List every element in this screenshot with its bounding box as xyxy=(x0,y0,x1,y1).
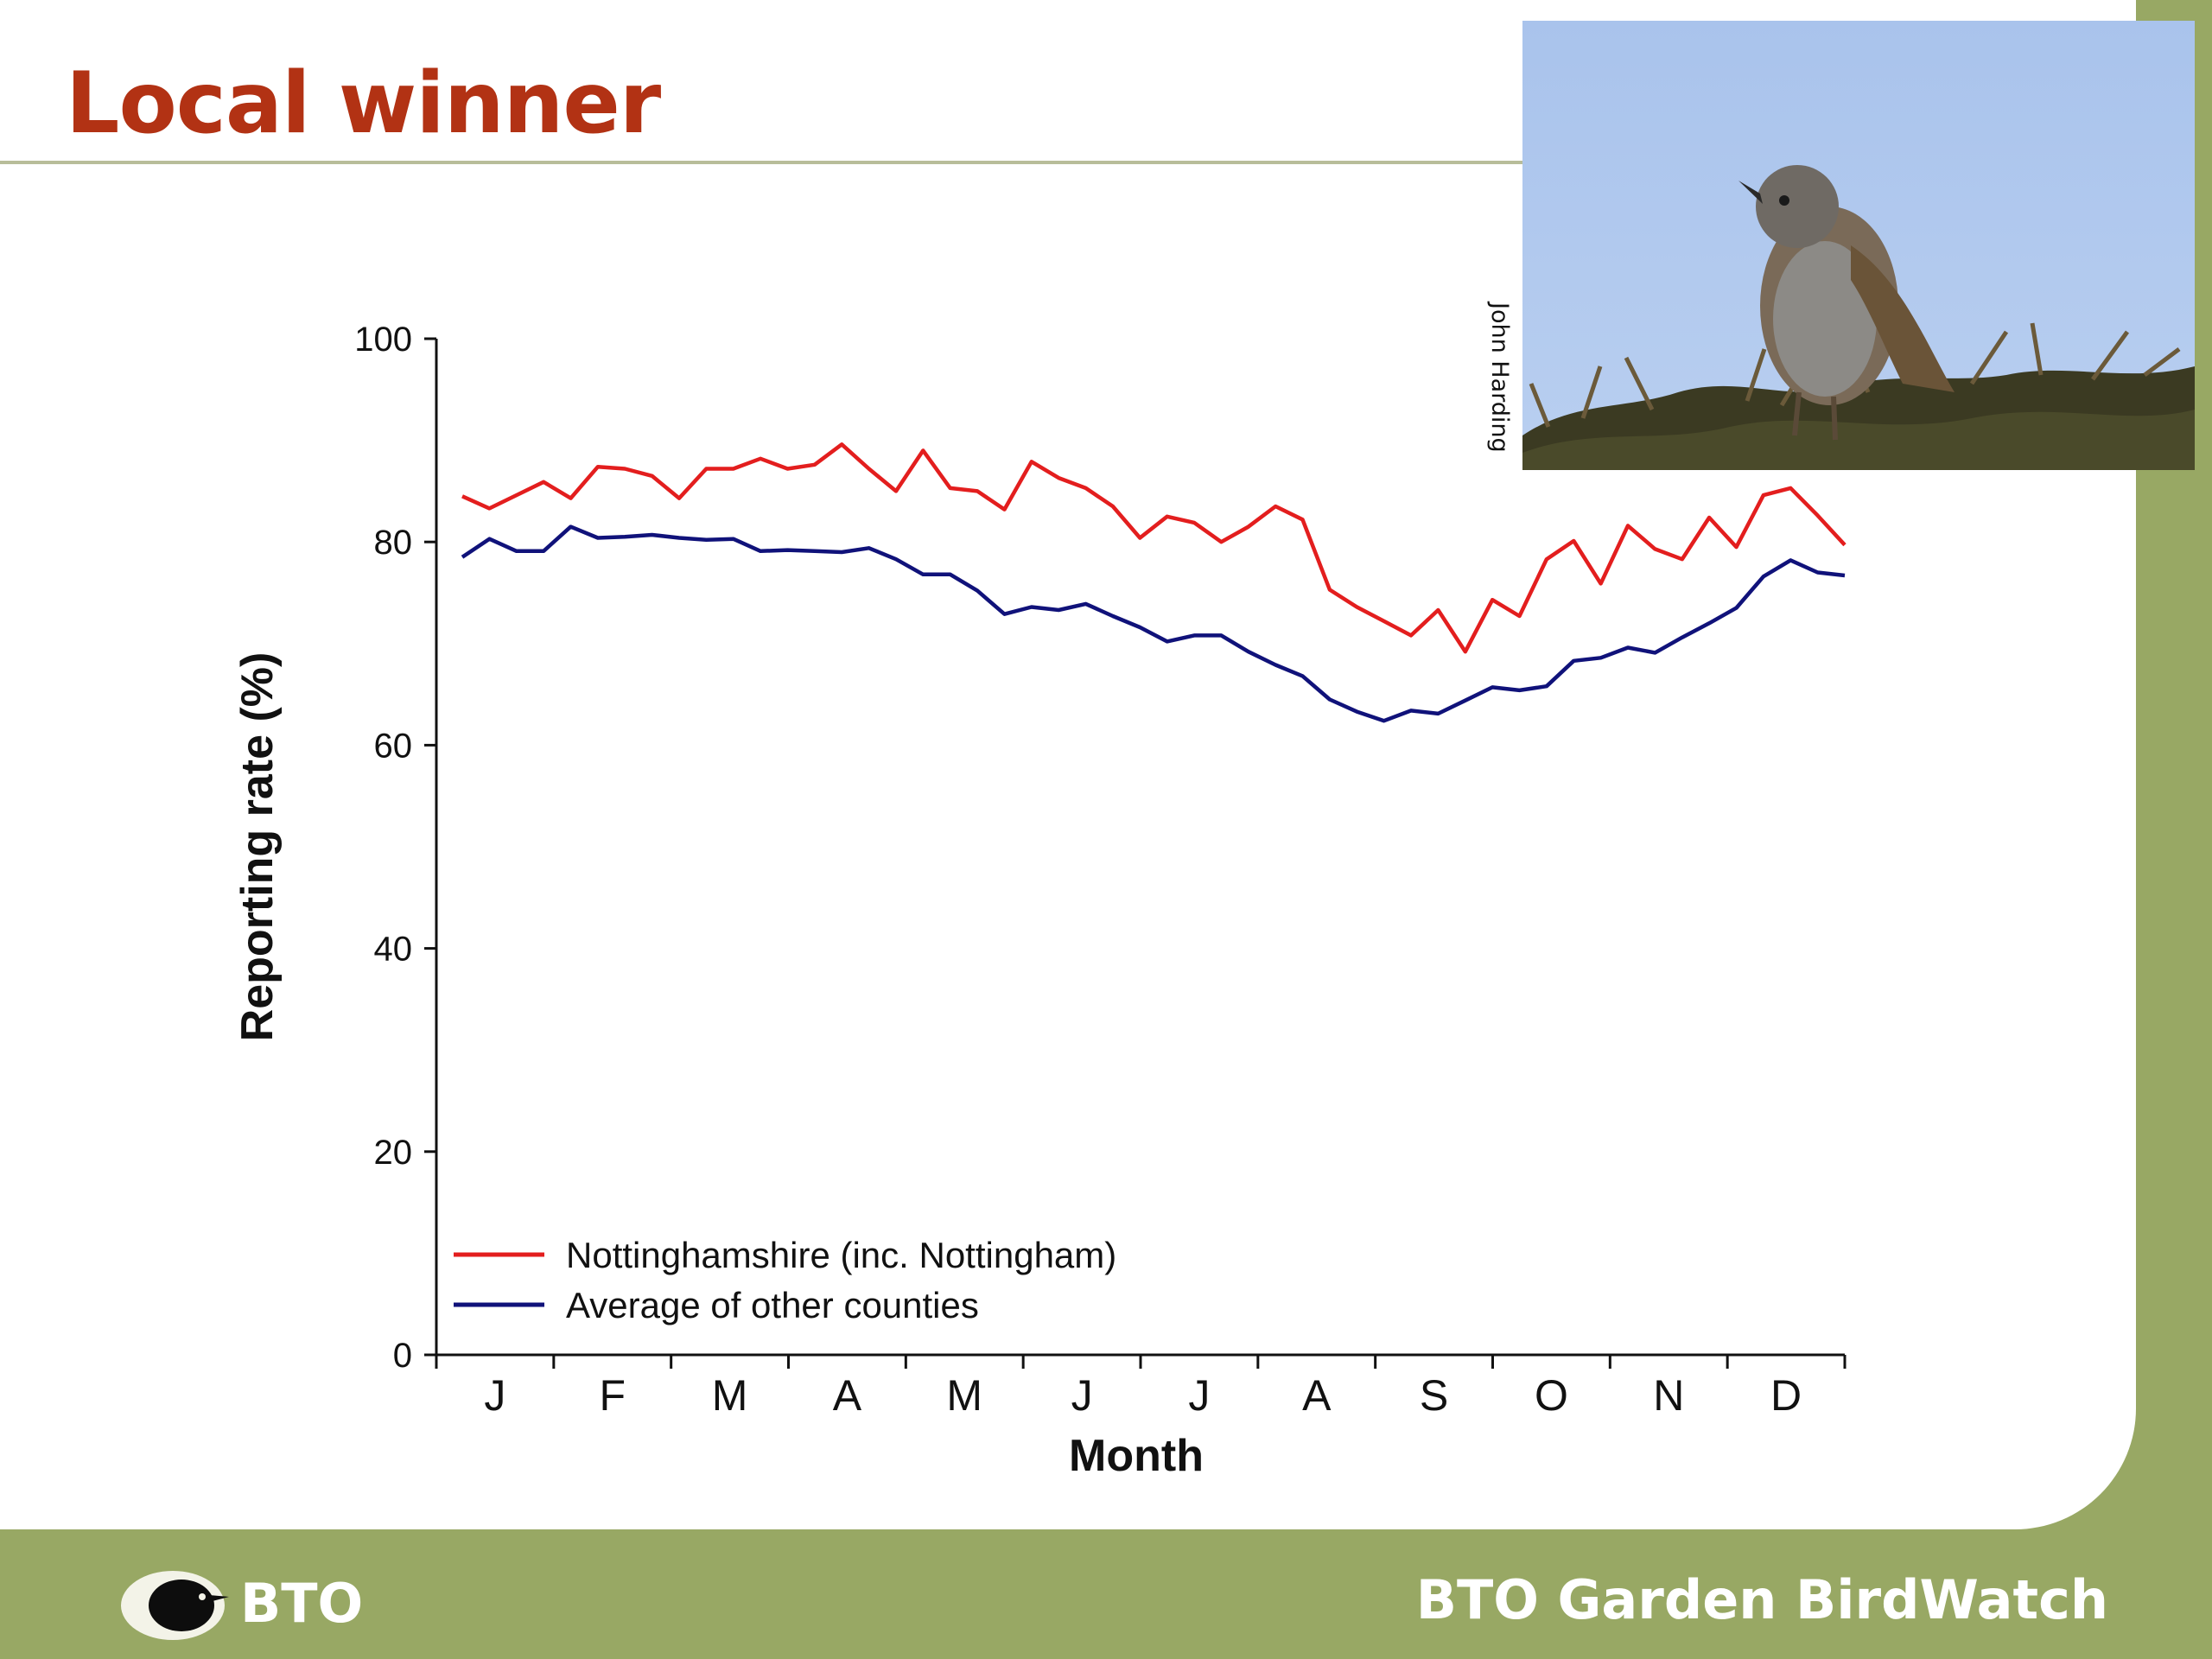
x-tick-label: O xyxy=(1535,1371,1568,1420)
x-tick-label: J xyxy=(1071,1371,1093,1420)
series-line-2 xyxy=(461,524,1846,723)
y-axis-label: Reporting rate (%) xyxy=(232,652,283,1042)
y-tick-label: 20 xyxy=(374,1134,413,1172)
x-tick-label: F xyxy=(599,1371,626,1420)
y-tick-label: 40 xyxy=(374,931,413,969)
x-tick-label: M xyxy=(712,1371,748,1420)
legend-label-1: Nottinghamshire (inc. Nottingham) xyxy=(566,1235,1116,1275)
title-divider xyxy=(0,161,1524,164)
chart-legend: Nottinghamshire (inc. Nottingham) Average… xyxy=(454,1235,1116,1325)
y-tick-label: 0 xyxy=(393,1337,412,1375)
legend-label-2: Average of other counties xyxy=(566,1285,979,1325)
photo-credit: John Harding xyxy=(1486,302,1513,453)
x-axis-label: Month xyxy=(1069,1431,1204,1481)
x-tick-label: J xyxy=(484,1371,505,1420)
y-tick-label: 80 xyxy=(374,524,413,562)
x-tick-label: N xyxy=(1653,1371,1684,1420)
x-tick-label: S xyxy=(1420,1371,1448,1420)
x-tick-label: A xyxy=(1302,1371,1332,1420)
x-tick-label: D xyxy=(1770,1371,1802,1420)
slide-title: Local winner xyxy=(66,54,661,153)
x-tick-label: J xyxy=(1188,1371,1210,1420)
y-tick-label: 100 xyxy=(354,321,412,359)
x-tick-label: A xyxy=(833,1371,862,1420)
reporting-rate-chart: 0 20 40 60 80 100 J F M A M J J A S O N D Nottinghamshire… xyxy=(232,321,1847,1481)
chart-series xyxy=(461,442,1847,723)
footer-logo-text: BTO xyxy=(240,1572,364,1635)
bto-logo xyxy=(121,1571,229,1640)
footer-brand: BTO Garden BirdWatch xyxy=(1415,1568,2108,1631)
dunnock-photo xyxy=(1522,21,2195,470)
series-line-1 xyxy=(461,442,1847,654)
y-tick-label: 60 xyxy=(374,727,413,765)
x-tick-label: M xyxy=(946,1371,982,1420)
chart-axes: 0 20 40 60 80 100 J F M A M J J A S O N D xyxy=(354,321,1847,1420)
